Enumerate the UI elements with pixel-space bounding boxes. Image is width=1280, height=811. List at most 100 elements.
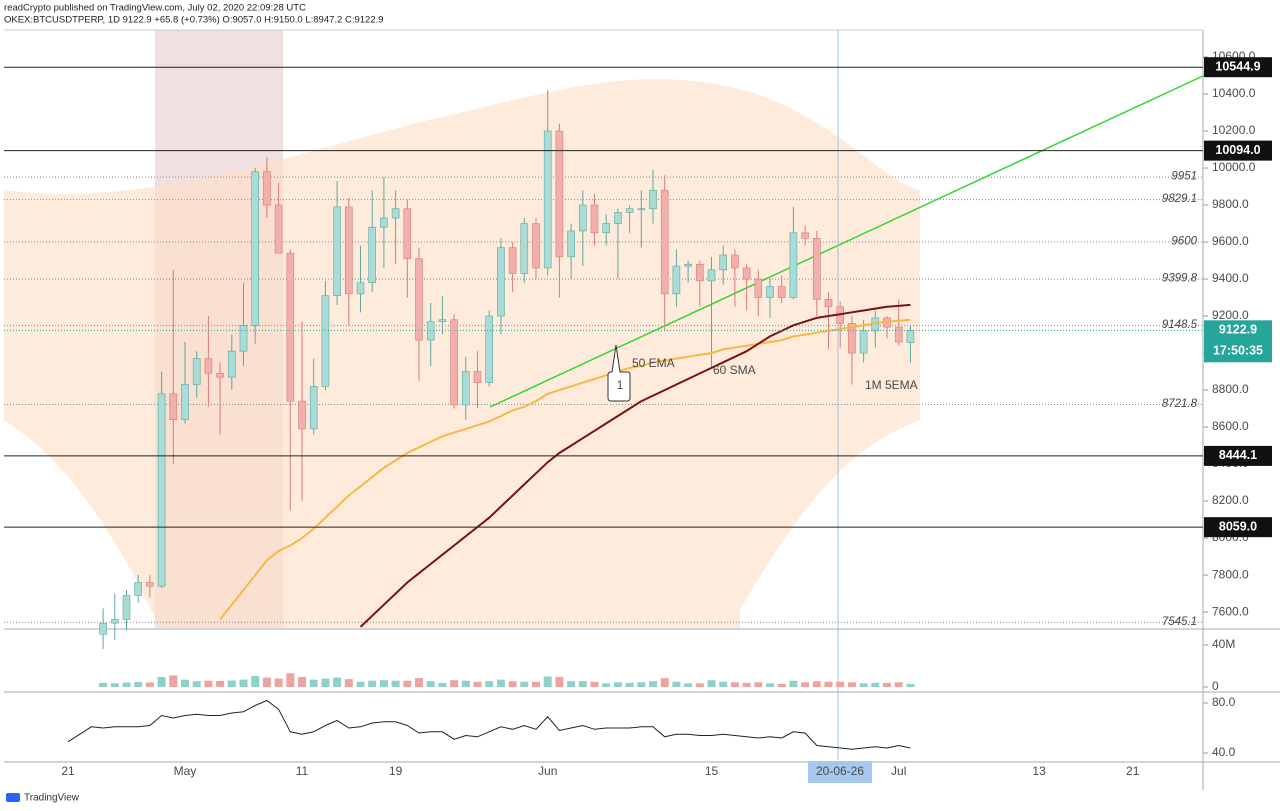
volume-bar: [789, 680, 798, 687]
level-box-label: 8444.1: [1219, 448, 1257, 462]
y-tick-label: 40M: [1212, 637, 1235, 651]
candle-body: [695, 263, 704, 282]
candle-body: [719, 254, 728, 271]
footer-logo: TradingView: [24, 793, 80, 804]
candle-body: [239, 324, 248, 352]
candle-body: [251, 171, 259, 326]
volume-bar: [239, 679, 248, 687]
volume-bar: [286, 673, 295, 687]
volume-bar: [625, 682, 634, 687]
level-box-label: 10094.0: [1215, 143, 1260, 157]
x-tick-label: 21: [1126, 764, 1140, 778]
trend-line: [489, 74, 1206, 408]
volume-bar: [298, 677, 306, 687]
candle-body: [497, 247, 505, 317]
volume-bar: [532, 681, 540, 687]
candle-body: [637, 208, 646, 211]
candle-body: [403, 208, 412, 259]
candle-body: [461, 371, 470, 406]
quote: OKEX:BTCUSDTPERP, 1D 9122.9 +65.8 (+0.73…: [4, 15, 384, 26]
volume-bar: [742, 682, 751, 687]
volume-bar: [871, 682, 880, 687]
volume-bar: [391, 680, 400, 687]
candle-body: [649, 189, 657, 210]
candle-body: [731, 254, 739, 269]
level-label: 9600: [1171, 236, 1197, 248]
y-tick-label: 10200.0: [1212, 123, 1256, 137]
volume-bar: [777, 683, 786, 687]
candle-body: [602, 223, 611, 234]
volume-bar: [157, 677, 166, 687]
x-tick-label: 19: [389, 764, 403, 778]
candle-body: [473, 371, 482, 383]
x-tick-label: 15: [705, 764, 719, 778]
candle-body: [380, 217, 388, 228]
volume-bar: [847, 682, 856, 687]
y-tick-label: 8800.0: [1212, 382, 1249, 396]
y-tick-label: 80.0: [1212, 695, 1236, 709]
volume-bar: [227, 680, 236, 687]
volume-bar: [894, 682, 903, 687]
candle-body: [543, 130, 552, 269]
level-box-label: 8059.0: [1219, 519, 1257, 533]
volume-bar: [426, 681, 435, 687]
x-tick-label: 13: [1032, 764, 1046, 778]
volume-bar: [824, 681, 833, 687]
y-tick-label: 9400.0: [1212, 271, 1249, 285]
callout: [607, 344, 631, 402]
volume-bar: [508, 681, 517, 687]
candle-body: [906, 330, 915, 343]
candle-body: [485, 315, 494, 383]
volume-bar: [485, 681, 494, 687]
volume-bar: [812, 681, 821, 687]
candle-body: [824, 299, 833, 308]
volume-bar: [754, 682, 763, 687]
candle-body: [181, 384, 189, 420]
candle-body: [859, 330, 868, 354]
candle-body: [520, 223, 529, 274]
candle-body: [146, 582, 154, 587]
candle-body: [169, 393, 178, 420]
candle-body: [228, 350, 236, 378]
volume-bar: [122, 682, 131, 687]
volume-bar: [438, 682, 447, 687]
candle-body: [625, 208, 634, 213]
candle-body: [391, 208, 400, 219]
volume-bar: [251, 675, 260, 687]
line: [219, 318, 911, 621]
volume-bar: [181, 679, 189, 687]
last-price-box: [1204, 320, 1272, 363]
level-label: 7545.1: [1162, 616, 1197, 628]
volume-bar: [145, 682, 154, 687]
candle-body: [614, 212, 622, 224]
volume-bar: [134, 681, 143, 687]
volume-bar: [637, 682, 646, 687]
candle-body: [567, 230, 575, 258]
candle-body: [286, 252, 295, 402]
candle-body: [426, 321, 435, 341]
last-price-label: 9122.9: [1219, 323, 1257, 337]
candle-body: [333, 206, 341, 296]
logo-icon: [6, 793, 20, 802]
candle-body: [321, 295, 330, 387]
level-label: 9148.5: [1162, 319, 1198, 331]
level-label: 9951: [1171, 171, 1197, 183]
x-tick-label: May: [174, 764, 197, 778]
candle-body: [122, 595, 131, 620]
y-tick-label: 9800.0: [1212, 197, 1249, 211]
candle-body: [754, 278, 763, 298]
volume-bar: [262, 677, 271, 687]
x-tick-label: 11: [296, 764, 309, 778]
candle-body: [263, 171, 271, 206]
x-tick-label: 21: [61, 764, 75, 778]
level-box: [1204, 140, 1272, 161]
crosshair-box: [808, 761, 872, 783]
volume-bar: [99, 682, 108, 687]
candle-body: [812, 238, 821, 300]
volume-bar: [415, 678, 423, 687]
level-box: [1204, 445, 1272, 466]
y-tick-label: 10000.0: [1212, 160, 1256, 174]
line: [67, 699, 911, 750]
